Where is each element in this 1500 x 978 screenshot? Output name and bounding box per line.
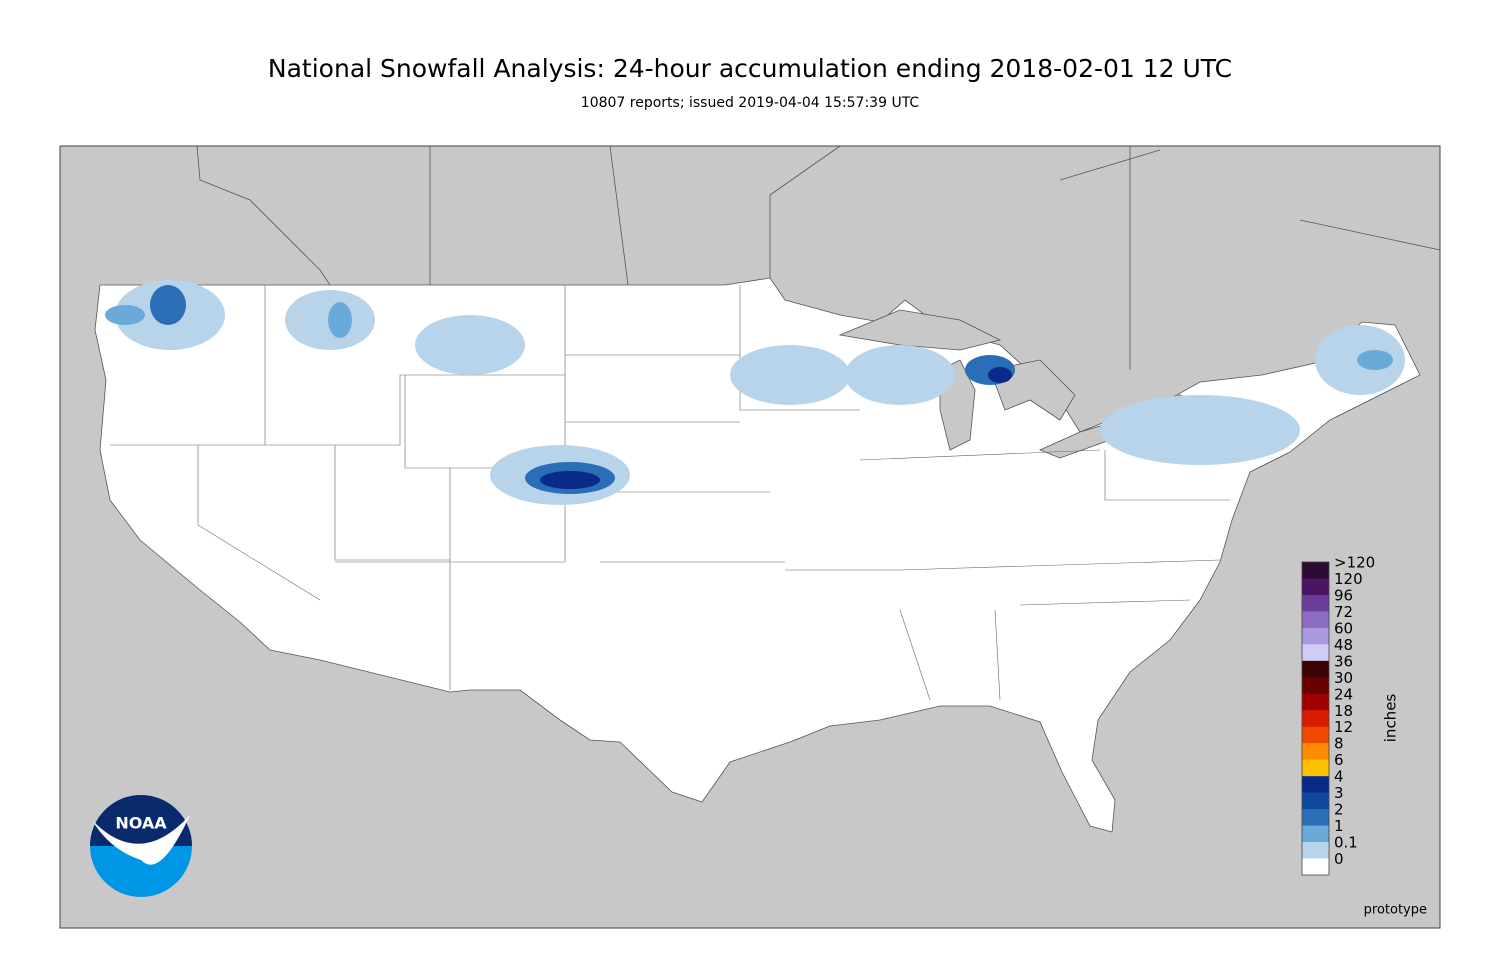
legend-label: 36 [1334,652,1353,670]
legend-swatch [1302,842,1329,859]
legend-swatch [1302,660,1329,678]
legend-swatch [1302,627,1329,645]
legend-label: 60 [1334,619,1353,637]
state-lines [110,285,1230,701]
legend-label: 120 [1334,570,1363,588]
legend-swatch [1302,825,1329,843]
legend-label: 0.1 [1334,834,1358,852]
legend-swatch [1302,594,1329,612]
legend-swatch [1302,792,1329,810]
legend-swatch [1302,809,1329,826]
subtitle: 10807 reports; issued 2019-04-04 15:57:3… [581,95,920,111]
legend-label: >120 [1334,554,1375,572]
legend-label: 48 [1334,636,1353,654]
legend-label: 4 [1334,768,1344,786]
legend-label: 24 [1334,685,1353,703]
snowfall-shading [105,280,1405,505]
prototype-note: prototype [1364,903,1427,918]
legend-label: 72 [1334,603,1353,621]
logo-text: NOAA [115,814,167,833]
legend-label: 6 [1334,751,1344,769]
legend-swatch [1302,776,1329,793]
legend-border [1301,561,1330,876]
legend-label: 30 [1334,669,1353,687]
legend-label: 0 [1334,850,1344,868]
legend-label: 3 [1334,784,1344,802]
title: National Snowfall Analysis: 24-hour accu… [268,54,1232,83]
legend-label: 96 [1334,586,1353,604]
legend-swatch [1302,858,1329,876]
legend-swatch [1302,710,1329,728]
legend-swatch [1302,562,1329,579]
legend-swatch [1302,759,1329,777]
legend-label: 18 [1334,702,1353,720]
legend-swatch [1302,644,1329,662]
legend-swatch [1302,693,1329,711]
legend-swatch [1302,578,1329,596]
legend-swatch [1302,677,1329,695]
boundaries [196,145,1441,370]
legend-swatch [1302,726,1329,744]
legend-swatch [1302,743,1329,760]
legend-label: 12 [1334,718,1353,736]
noaa-logo: NOAA [90,795,192,897]
legend-label: 1 [1334,817,1344,835]
legend-label: 2 [1334,801,1344,819]
legend-swatch [1302,611,1329,629]
legend-label: 8 [1334,735,1344,753]
legend-unit: inches [1382,694,1400,743]
